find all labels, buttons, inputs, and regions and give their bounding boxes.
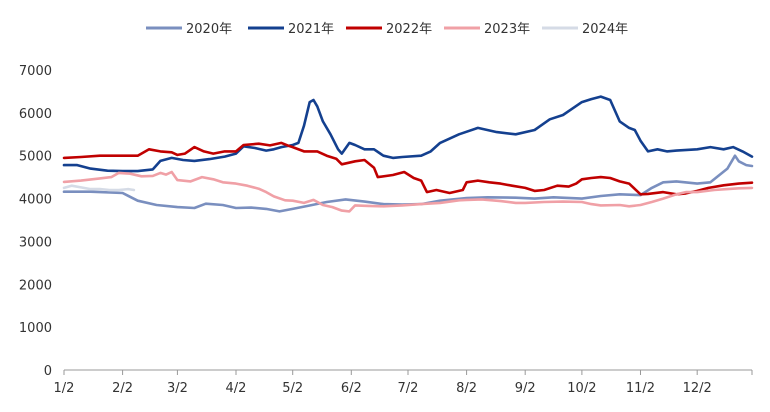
y-tick-label: 2000 (19, 278, 52, 293)
legend-item: 2021年 (248, 22, 334, 37)
legend-label: 2020年 (186, 22, 232, 37)
x-tick-label: 11/2 (626, 381, 655, 396)
legend-label: 2024年 (582, 22, 628, 37)
legend-label: 2021年 (288, 22, 334, 37)
series-line-2021 (62, 95, 754, 173)
x-tick-label: 12/2 (683, 381, 712, 396)
y-tick-label: 6000 (19, 107, 52, 122)
y-tick-label: 7000 (19, 64, 52, 79)
x-tick-label: 10/2 (567, 381, 596, 396)
legend-item: 2022年 (346, 22, 432, 37)
y-tick-label: 3000 (19, 235, 52, 250)
x-tick-label: 5/2 (282, 381, 303, 396)
y-tick-label: 5000 (19, 150, 52, 165)
legend-label: 2022年 (386, 22, 432, 37)
series-line-2023 (62, 170, 754, 213)
legend: 2020年 2021年 2022年 2023年 2024年 (146, 22, 628, 37)
y-tick-label: 1000 (19, 321, 52, 336)
y-tick-label: 4000 (19, 193, 52, 208)
x-tick-label: 8/2 (456, 381, 477, 396)
y-axis: 0 1000 2000 3000 4000 5000 6000 7000 (19, 64, 52, 379)
y-tick-label: 0 (44, 364, 52, 379)
series-line-2024 (62, 184, 136, 192)
x-tick-label: 4/2 (226, 381, 247, 396)
legend-item: 2020年 (146, 22, 232, 37)
x-tick-label: 2/2 (112, 381, 133, 396)
x-tick-label: 6/2 (341, 381, 362, 396)
x-tick-label: 3/2 (167, 381, 188, 396)
legend-item: 2024年 (542, 22, 628, 37)
legend-item: 2023年 (444, 22, 530, 37)
x-tick-label: 7/2 (398, 381, 419, 396)
x-axis: 1/2 2/2 3/2 4/2 5/2 6/2 7/2 8/2 9/2 10/2 11/2 12/2 (54, 369, 753, 396)
plot-area (62, 95, 754, 213)
x-tick-label: 1/2 (54, 381, 75, 396)
series-line-2022 (62, 141, 754, 196)
legend-label: 2023年 (484, 22, 530, 37)
x-tick-label: 9/2 (515, 381, 536, 396)
